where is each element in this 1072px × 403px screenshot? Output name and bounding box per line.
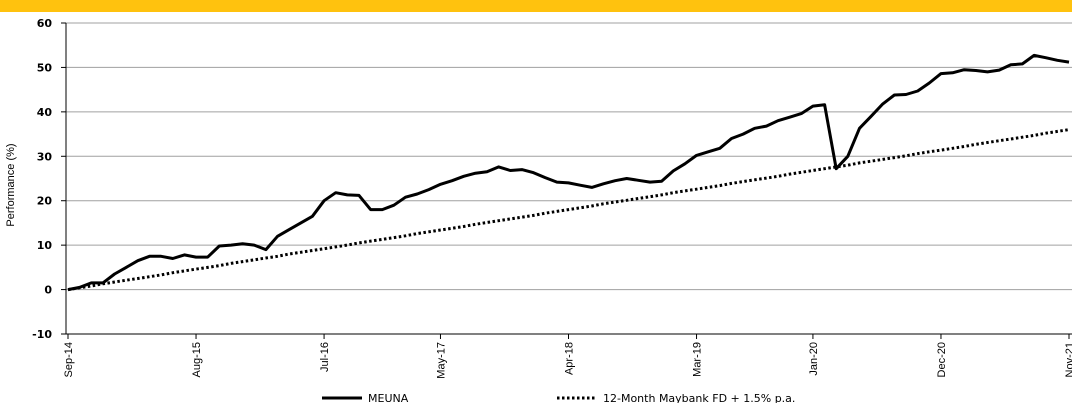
header-bar [0,0,1072,12]
x-tick-label: Jan-20 [808,342,820,376]
series-line [67,53,1070,292]
y-tick-label: 60 [37,17,53,30]
x-tick-label: Jul-16 [319,342,331,372]
x-tick-label: Dec-20 [936,342,948,377]
series-line [67,128,1070,292]
x-tick-label: Sep-14 [63,342,75,377]
y-tick-label: 10 [37,239,53,252]
y-tick-label: 50 [37,61,53,74]
x-tick-label: Nov-21 [1064,342,1072,377]
x-tick-label: Mar-19 [692,342,704,377]
y-tick-label: 30 [37,150,53,163]
y-axis-label: Performance (%) [5,143,17,226]
y-tick-label: 40 [37,106,53,119]
x-tick-label: May-17 [435,342,447,379]
y-tick-label: 20 [37,195,53,208]
x-tick-label: Aug-15 [191,342,203,377]
y-tick-label: 0 [44,284,52,297]
y-tick-label: -10 [32,328,52,341]
legend-label: 12-Month Maybank FD + 1.5% p.a. [603,392,795,403]
x-tick-label: Apr-18 [564,342,576,375]
legend-label: MEUNA [368,392,409,403]
